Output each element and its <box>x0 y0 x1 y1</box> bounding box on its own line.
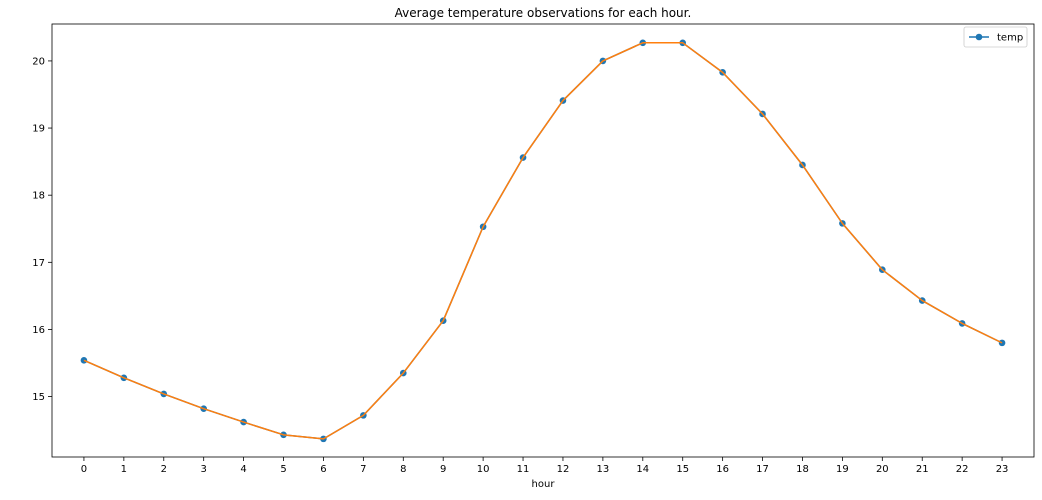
x-tick-label: 20 <box>876 464 889 475</box>
x-tick-label: 3 <box>201 464 207 475</box>
x-tick-label: 9 <box>440 464 446 475</box>
x-tick-label: 17 <box>756 464 769 475</box>
x-tick-label: 7 <box>360 464 366 475</box>
plot-area: 0 1 2 3 4 5 6 7 8 9 10 11 12 13 14 15 16 17 18 19 20 21 22 2315… <box>32 23 1035 475</box>
x-tick-label: 19 <box>836 464 849 475</box>
x-tick-label: 1 <box>121 464 127 475</box>
x-tick-label: 21 <box>916 464 929 475</box>
x-tick-label: 4 <box>240 464 246 475</box>
y-tick-label: 20 <box>32 56 45 67</box>
x-tick-label: 16 <box>716 464 729 475</box>
legend-marker-icon <box>975 33 983 41</box>
legend-label: temp <box>997 33 1023 44</box>
x-tick-label: 10 <box>477 464 490 475</box>
x-tick-label: 0 <box>81 464 87 475</box>
x-tick-label: 5 <box>280 464 286 475</box>
x-tick-label: 14 <box>636 464 649 475</box>
x-axis-label: hour <box>532 479 556 490</box>
x-tick-label: 12 <box>557 464 570 475</box>
legend: temp <box>963 26 1028 48</box>
y-tick-label: 17 <box>32 258 45 269</box>
series-overlay-line <box>83 42 1003 440</box>
x-tick-label: 6 <box>320 464 326 475</box>
x-tick-label: 15 <box>676 464 689 475</box>
y-tick-label: 15 <box>32 392 45 403</box>
chart-title: Average temperature observations for eac… <box>395 6 692 20</box>
y-tick-label: 19 <box>32 124 45 135</box>
x-tick-label: 22 <box>956 464 969 475</box>
y-tick-label: 16 <box>32 325 45 336</box>
plot-frame <box>51 23 1035 458</box>
x-tick-label: 11 <box>517 464 530 475</box>
x-tick-label: 23 <box>996 464 1009 475</box>
x-tick-label: 8 <box>400 464 406 475</box>
x-tick-label: 13 <box>597 464 610 475</box>
x-tick-label: 18 <box>796 464 809 475</box>
y-tick-label: 18 <box>32 191 45 202</box>
legend-box <box>963 26 1028 48</box>
x-tick-label: 2 <box>161 464 167 475</box>
